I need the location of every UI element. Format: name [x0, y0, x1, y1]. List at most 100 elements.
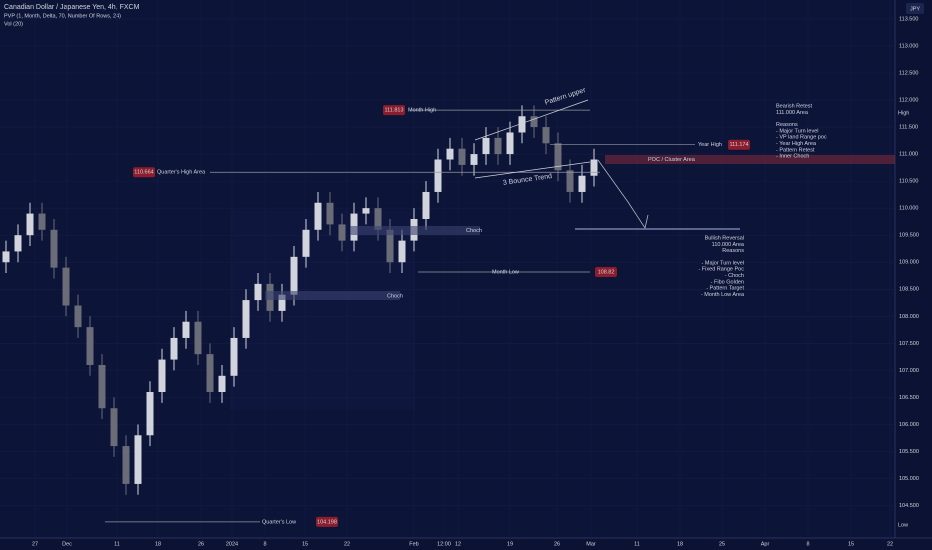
candle-body — [422, 191, 430, 219]
note-line: - Major Turn level — [702, 260, 745, 266]
candle-body — [566, 170, 574, 192]
level-label: Month Low — [492, 269, 519, 275]
y-tick-label: 106.500 — [899, 395, 919, 401]
candle-body — [206, 354, 214, 393]
price-badge-label: 111.813 — [384, 108, 403, 114]
y-tick-label: 112.500 — [899, 70, 918, 76]
candle-body — [278, 294, 286, 311]
y-tick-label: 109.000 — [899, 260, 919, 266]
x-tick-label: 18 — [155, 541, 161, 547]
y-tick-label: 113.000 — [899, 43, 918, 49]
note-line: Reasons — [722, 248, 744, 254]
candle-body — [134, 435, 142, 484]
note-line: - Pattern Retest — [776, 147, 815, 153]
candle-body — [218, 375, 226, 393]
candle-body — [230, 337, 238, 376]
x-tick-label: 22 — [344, 541, 350, 547]
x-tick-label: Dec — [62, 541, 72, 547]
candle-body — [554, 143, 562, 171]
level-label: Quarter's Low — [262, 519, 296, 525]
y-tick-label: 111.000 — [899, 152, 918, 158]
note-line: - Fibo Golden — [711, 279, 744, 285]
plot-area — [0, 0, 895, 538]
y-tick-label: 108.500 — [899, 287, 919, 293]
y-tick-label: 108.000 — [899, 314, 919, 320]
candle-body — [434, 159, 442, 192]
note-line: - Pattern Target — [706, 286, 744, 292]
candle-body — [542, 127, 550, 144]
annotation: Low — [898, 522, 908, 528]
candle-body — [122, 446, 130, 484]
x-tick-label: 8 — [263, 541, 266, 547]
y-tick-label: 113.500 — [899, 16, 918, 22]
price-badge — [383, 105, 405, 116]
range-box — [230, 210, 415, 410]
annotation: High — [898, 110, 909, 116]
candle-body — [170, 337, 178, 360]
candle-body — [146, 392, 154, 436]
x-tick-label: 26 — [554, 541, 560, 547]
price-badge — [133, 167, 155, 178]
candle-body — [2, 251, 10, 263]
candle-body — [302, 229, 310, 257]
note-line: - Month Low Area — [701, 292, 745, 298]
x-tick-label: 26 — [198, 541, 204, 547]
level-label: Month High — [408, 108, 436, 114]
candle-body — [518, 116, 526, 133]
currency-badge[interactable] — [906, 3, 924, 14]
y-tick-label: 107.000 — [899, 368, 919, 374]
pattern-line — [474, 99, 589, 141]
candle-body — [290, 256, 298, 295]
candle-body — [326, 202, 334, 225]
candle-body — [338, 224, 346, 241]
note-line: - Choch — [725, 273, 744, 279]
candle-body — [38, 213, 46, 230]
candle-body — [158, 359, 166, 393]
x-tick-label: 19 — [507, 541, 513, 547]
x-tick-label: Mar — [586, 541, 596, 547]
level-label: Quarter's High Area — [157, 170, 206, 176]
y-tick-label: 112.000 — [899, 97, 918, 103]
y-tick-label: 111.500 — [899, 125, 918, 131]
y-tick-label: 107.500 — [899, 341, 919, 347]
candle-body — [362, 208, 370, 214]
price-badge-label: 111.174 — [729, 142, 748, 148]
x-tick-label: 8 — [806, 541, 809, 547]
y-tick-label: 104.500 — [899, 503, 919, 509]
price-badge — [316, 516, 338, 527]
candle-body — [494, 137, 502, 155]
candle-body — [530, 116, 538, 128]
y-tick-label: 110.500 — [899, 179, 918, 185]
price-badge-label: 110.664 — [134, 170, 153, 176]
candle-body — [26, 213, 34, 236]
x-tick-label: 15 — [848, 541, 854, 547]
note-line: - Fixed Range Poc — [698, 267, 744, 273]
y-tick-label: 110.000 — [899, 206, 918, 212]
note-line: 111.000 Area — [776, 110, 809, 116]
annotation: POC / Cluster Area — [648, 157, 696, 163]
indicator-label: PVP (1, Month, Delta, 70, Number Of Rows… — [4, 13, 121, 19]
candle-body — [242, 300, 250, 338]
x-tick-label: 12 — [455, 541, 461, 547]
candle-body — [110, 408, 118, 447]
candle-body — [458, 148, 466, 165]
x-tick-label: 18 — [677, 541, 683, 547]
price-badge-label: 104.198 — [317, 519, 337, 525]
price-badge-label: 108.82 — [598, 269, 615, 275]
note-line: - VP land Range poc — [776, 135, 827, 141]
note-line: Reasons — [776, 122, 798, 128]
price-badge — [728, 139, 750, 150]
x-tick-label: 12:00 — [437, 541, 451, 547]
note-line: Bullish Reversal — [705, 235, 744, 241]
x-tick-label: 27 — [32, 541, 38, 547]
currency[interactable]: JPY — [910, 6, 920, 12]
candle-body — [446, 148, 454, 160]
candle-body — [98, 364, 106, 409]
candle-body — [482, 137, 490, 155]
x-tick-label: 15 — [302, 541, 308, 547]
price-badge — [595, 266, 617, 277]
candle-body — [506, 132, 514, 155]
level-label: Year High — [698, 142, 722, 148]
candle-body — [398, 240, 406, 263]
